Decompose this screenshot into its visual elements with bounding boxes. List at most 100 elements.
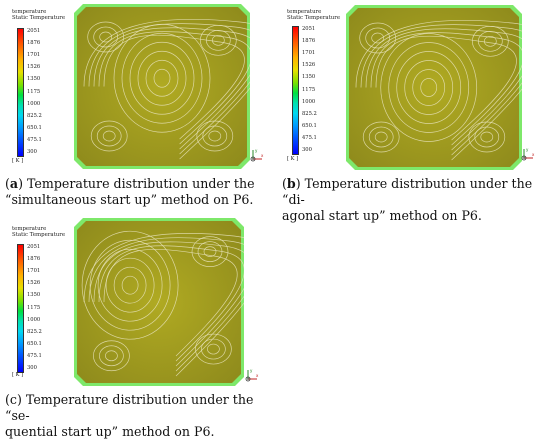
legend-tick-label: 650.1 (27, 340, 42, 347)
colorbar-c (17, 244, 24, 373)
legend-tick-label: 475.1 (27, 136, 42, 143)
axes-triad-glyph: yx (245, 368, 259, 382)
streamline (83, 232, 244, 377)
streamline (145, 59, 179, 97)
legend-tick-label: 300 (302, 147, 312, 153)
streamline (420, 78, 438, 97)
streamline (483, 35, 497, 47)
legend-tick-label: 1175 (27, 304, 41, 311)
legend-title: temperature (12, 226, 47, 232)
legend-subtitle: Static Temperature (287, 15, 341, 22)
streamline (375, 35, 517, 141)
streamline (97, 248, 163, 322)
streamline (355, 19, 522, 161)
streamline (370, 32, 522, 146)
legend-tick-label: 1526 (302, 62, 316, 69)
axis-label-x: x (261, 153, 264, 158)
streamline (88, 237, 244, 372)
caption-line1: Temperature distribution under the “di- (282, 176, 533, 207)
streamline (191, 236, 229, 267)
legend-tick-label: 1876 (302, 38, 316, 45)
streamline (121, 275, 139, 295)
colorbar-a (17, 28, 24, 157)
caption-line2: agonal start up” method on P6. (282, 208, 482, 223)
streamline (388, 42, 470, 133)
streamline (83, 18, 250, 160)
streamline (93, 26, 119, 48)
streamline (99, 31, 113, 43)
legend-tick-label: 1526 (27, 280, 41, 287)
caption-line1: Temperature distribution under the “se- (5, 392, 254, 423)
legend-tick-label: 1350 (27, 292, 41, 299)
streamline (211, 34, 225, 46)
streamline (103, 34, 245, 140)
legend-tick-label: 475.1 (302, 134, 317, 141)
legend-tick-label: 1000 (27, 316, 41, 323)
legend-tick-label: 2051 (27, 244, 41, 250)
legend-unit-b: [ K ] (287, 156, 299, 162)
streamline (90, 120, 128, 152)
temperature-field-b (346, 5, 522, 170)
streamline (99, 345, 124, 367)
streamline (96, 125, 122, 147)
temperature-field-c (74, 218, 244, 386)
legend-tick-label: 825.2 (27, 112, 42, 119)
legend-title-c: temperature Static Temperature (12, 226, 65, 238)
axis-label-y: y (250, 368, 253, 373)
legend-tick-label: 1876 (27, 256, 41, 263)
legend-unit-a: [ K ] (12, 158, 24, 164)
streamline (113, 266, 147, 304)
streamline (89, 239, 171, 331)
legend-tick-label: 1526 (27, 64, 41, 71)
legend-tick-label: 475.1 (27, 352, 42, 359)
legend-subtitle: Static Temperature (12, 15, 66, 22)
streamline (207, 343, 220, 355)
streamline (359, 22, 397, 54)
axis-label-x: x (256, 373, 259, 378)
streamline (102, 130, 116, 142)
streamline (195, 333, 232, 365)
streamline (88, 23, 250, 155)
axis-label-y: y (255, 148, 258, 153)
streamline (396, 51, 462, 124)
streamline (208, 130, 222, 142)
streamline (404, 60, 454, 115)
streamline (201, 338, 226, 360)
legend-tick-label: 1701 (302, 50, 316, 57)
legend-unit-c: [ K ] (12, 372, 24, 378)
streamline (380, 33, 478, 142)
streamline (87, 21, 125, 53)
streamline (105, 350, 118, 362)
streamline (105, 257, 155, 313)
legend-tick-label: 1350 (27, 76, 41, 83)
legend-title: temperature (287, 9, 322, 15)
legend-tick-label: 1350 (302, 74, 316, 81)
axes-triad-glyph: yx (250, 148, 264, 162)
legend-title: temperature (12, 9, 47, 15)
streamline (371, 32, 385, 44)
caption-c: (c) Temperature distribution under the “… (5, 392, 254, 439)
streamline (121, 32, 203, 124)
streamline (93, 27, 250, 150)
legend-title-a: temperature Static Temperature (12, 9, 65, 21)
axes-triad-glyph: yx (521, 147, 535, 161)
caption-line1: Temperature distribution under the (27, 176, 255, 191)
caption-letter: b (286, 176, 296, 191)
streamline (365, 27, 391, 49)
streamline (153, 68, 171, 88)
streamline (362, 121, 400, 153)
streamline (374, 131, 388, 143)
streamline (360, 24, 522, 156)
caption-letter: a (9, 176, 19, 191)
legend-tick-label: 650.1 (302, 122, 317, 129)
legend-subtitle: Static Temperature (12, 232, 66, 239)
legend-tick-label: 1000 (302, 98, 316, 105)
legend-title-b: temperature Static Temperature (287, 9, 340, 21)
streamline (93, 340, 130, 372)
legend-tick-label: 300 (27, 149, 37, 155)
